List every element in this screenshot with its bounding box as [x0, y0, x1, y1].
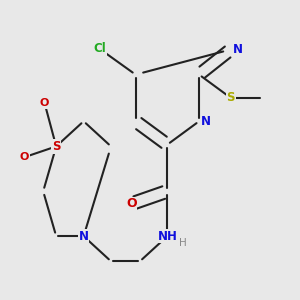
Text: N: N [233, 43, 243, 56]
Text: Cl: Cl [93, 42, 106, 55]
Text: O: O [20, 152, 29, 162]
Text: N: N [79, 230, 88, 243]
Text: O: O [40, 98, 49, 108]
Text: NH: NH [158, 230, 177, 243]
Text: S: S [226, 92, 235, 104]
Text: S: S [52, 140, 60, 153]
Text: H: H [179, 238, 187, 248]
Text: N: N [201, 115, 211, 128]
Text: O: O [126, 197, 136, 210]
